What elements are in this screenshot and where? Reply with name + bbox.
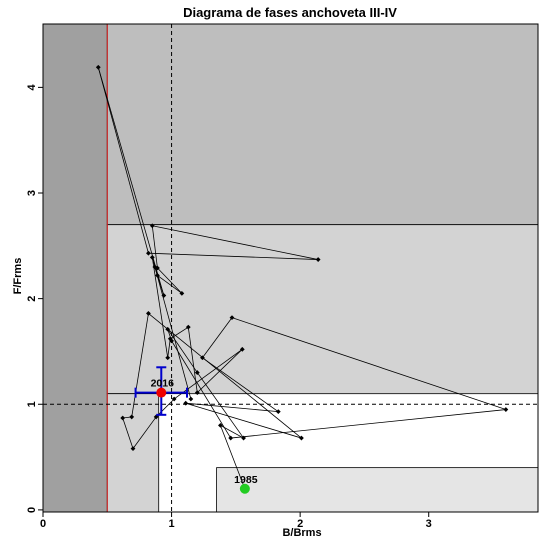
trajectory-point: [120, 415, 126, 421]
trajectory-segment: [154, 266, 192, 400]
trajectory-point: [200, 355, 205, 361]
region-4: [216, 467, 539, 513]
trajectory-point: [146, 311, 151, 316]
axes-layer: 0 1 2 3 0 1 2 3 4: [26, 83, 432, 530]
highlight-point-1985: [239, 483, 250, 494]
trajectory-segment: [185, 402, 302, 439]
trajectory-point: [315, 257, 321, 262]
y-tick-label: 4: [26, 83, 38, 90]
trajectory-point: [165, 326, 171, 332]
trajectory-point: [165, 355, 171, 361]
trajectory-point: [218, 422, 223, 428]
trajectory-segment: [202, 317, 233, 359]
trajectory-point: [155, 265, 160, 271]
trajectory-segment: [148, 252, 319, 260]
trajectory-segment: [148, 313, 302, 439]
trajectory-point: [183, 400, 189, 406]
trajectory-segment: [131, 313, 149, 417]
reference-lines: [43, 24, 538, 512]
trajectory-point: [179, 290, 185, 296]
chart-title: Diagrama de fases anchoveta III-IV: [183, 5, 397, 20]
y-tick-label: 0: [26, 507, 38, 513]
trajectory-segment: [187, 327, 198, 393]
highlight-point-2016: [156, 387, 167, 398]
region-0: [42, 23, 108, 513]
trajectory-point: [169, 338, 174, 344]
trajectory-segment: [157, 275, 183, 294]
trajectory-point: [149, 223, 155, 229]
trajectory-point: [171, 396, 177, 402]
trajectory-segment: [185, 402, 279, 413]
trajectory-point: [152, 264, 158, 270]
trajectory-point: [228, 435, 234, 441]
trajectory-point: [503, 407, 509, 412]
x-axis-label: B/Brms: [282, 527, 321, 539]
trajectory-segment: [167, 329, 198, 373]
trajectory-segment: [97, 67, 149, 254]
trajectory-point: [167, 336, 173, 342]
trajectory-segment: [167, 338, 171, 358]
trajectory-point: [241, 435, 246, 441]
y-tick-label: 2: [26, 296, 38, 302]
y-axis-label: F/Frms: [12, 258, 24, 295]
trajectory-segment: [231, 317, 506, 410]
trajectory-point: [155, 272, 160, 278]
trajectory-point: [229, 315, 235, 321]
trajectory-point: [146, 250, 151, 256]
x-tick-label: 3: [426, 518, 432, 530]
trajectory-point: [275, 409, 281, 415]
trajectory-point: [194, 370, 200, 375]
trajectory-layer: [95, 64, 509, 492]
trajectory-point: [239, 346, 245, 352]
trajectory-point: [194, 390, 200, 396]
trajectory-segment: [132, 416, 157, 449]
trajectory-segment: [151, 225, 158, 269]
y-tick-label: 1: [26, 401, 38, 407]
trajectory-point: [188, 396, 194, 402]
regions-layer: [42, 23, 539, 513]
x-tick-label: 1: [169, 518, 175, 530]
trajectory-segment: [197, 349, 243, 393]
trajectory-segment: [220, 425, 246, 489]
highlight-label-1985: 1985: [234, 474, 258, 486]
trajectory-segment: [173, 349, 243, 400]
trajectory-segment: [230, 409, 506, 439]
x-tick-label: 2: [297, 518, 303, 530]
trajectory-point: [185, 324, 191, 330]
trajectory-point: [130, 446, 136, 452]
highlight-label-2016: 2016: [151, 378, 175, 390]
trajectory-point: [153, 414, 159, 420]
region-2: [106, 224, 539, 395]
plot-frame: [42, 23, 539, 513]
y-tick-label: 3: [26, 190, 38, 196]
trajectory-segment: [202, 357, 279, 412]
trajectory-point: [149, 255, 155, 260]
trajectory-segment: [170, 326, 189, 340]
trajectory-point: [95, 64, 101, 70]
trajectory-segment: [152, 225, 319, 260]
region-3: [106, 393, 160, 513]
trajectory-segment: [157, 267, 183, 294]
trajectory-segment: [122, 417, 134, 449]
trajectory-segment: [151, 257, 169, 358]
trajectory-point: [129, 414, 135, 420]
trajectory-point: [161, 293, 167, 298]
region-1: [106, 23, 539, 226]
trajectory-point: [299, 435, 304, 441]
x-tick-label: 0: [40, 518, 46, 530]
trajectory-segment: [196, 372, 244, 439]
highlight-layer: 1985 2016: [134, 366, 258, 494]
